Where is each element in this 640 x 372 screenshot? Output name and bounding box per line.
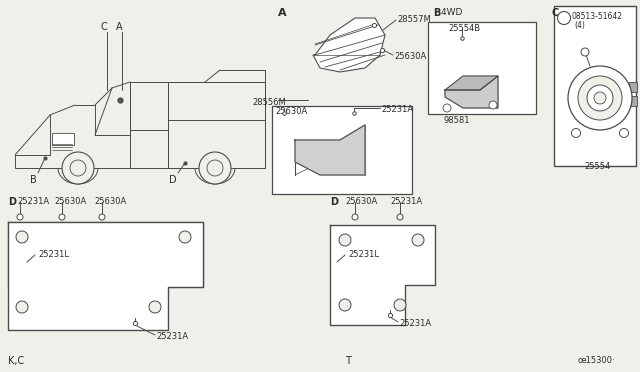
Circle shape — [412, 234, 424, 246]
Text: 25231A: 25231A — [156, 332, 188, 341]
Text: 28556M: 28556M — [252, 98, 285, 107]
Polygon shape — [445, 76, 498, 108]
Circle shape — [62, 152, 94, 184]
Polygon shape — [313, 18, 385, 72]
Circle shape — [199, 152, 231, 184]
Text: 4WD: 4WD — [441, 8, 462, 17]
Text: D: D — [8, 197, 16, 207]
Bar — [554, 6, 636, 166]
Text: S: S — [561, 13, 566, 22]
Bar — [629, 96, 637, 106]
Text: 25231L: 25231L — [348, 250, 379, 259]
Circle shape — [397, 214, 403, 220]
Circle shape — [620, 128, 628, 138]
Text: B: B — [433, 8, 440, 18]
Circle shape — [572, 128, 580, 138]
Circle shape — [352, 214, 358, 220]
Circle shape — [16, 301, 28, 313]
Circle shape — [207, 160, 223, 176]
Text: 98581: 98581 — [444, 116, 470, 125]
Circle shape — [70, 160, 86, 176]
Bar — [629, 82, 637, 92]
Text: C: C — [100, 22, 108, 32]
Circle shape — [594, 92, 606, 104]
Text: œ15300·: œ15300· — [578, 356, 616, 365]
Circle shape — [339, 299, 351, 311]
Circle shape — [578, 76, 622, 120]
Circle shape — [339, 234, 351, 246]
Circle shape — [568, 66, 632, 130]
Polygon shape — [330, 225, 435, 325]
Circle shape — [581, 48, 589, 56]
Text: C: C — [552, 8, 559, 18]
Circle shape — [149, 301, 161, 313]
Text: 25231A: 25231A — [399, 319, 431, 328]
Circle shape — [443, 104, 451, 112]
Circle shape — [99, 214, 105, 220]
Text: T: T — [345, 356, 351, 366]
Text: 25554B: 25554B — [448, 24, 480, 33]
Circle shape — [489, 101, 497, 109]
Bar — [8, 222, 203, 287]
Text: 25231L: 25231L — [38, 250, 69, 259]
Circle shape — [179, 231, 191, 243]
Polygon shape — [8, 222, 203, 330]
Circle shape — [16, 231, 28, 243]
Text: 25231A: 25231A — [17, 197, 49, 206]
Text: 25231A: 25231A — [390, 197, 422, 206]
Bar — [52, 133, 74, 145]
Circle shape — [394, 299, 406, 311]
Text: D: D — [330, 197, 338, 207]
Text: D: D — [169, 175, 177, 185]
Text: 25630A: 25630A — [394, 52, 426, 61]
Text: K,C: K,C — [8, 356, 24, 366]
Circle shape — [587, 85, 613, 111]
Text: 25630A: 25630A — [275, 107, 307, 116]
Text: 28557M: 28557M — [397, 15, 431, 24]
Text: 25630A: 25630A — [345, 197, 377, 206]
Bar — [272, 106, 412, 194]
Text: 08513-51642: 08513-51642 — [572, 12, 623, 21]
Bar — [8, 222, 203, 232]
Circle shape — [17, 214, 23, 220]
Polygon shape — [295, 125, 365, 175]
Text: 25630A: 25630A — [94, 197, 126, 206]
Text: 25554: 25554 — [584, 162, 611, 171]
Text: (4): (4) — [574, 21, 585, 30]
Bar — [428, 22, 536, 114]
Text: A: A — [116, 22, 122, 32]
Circle shape — [557, 12, 570, 25]
Text: 25630A: 25630A — [54, 197, 86, 206]
Text: A: A — [278, 8, 287, 18]
Text: 25231A: 25231A — [381, 105, 413, 114]
Text: B: B — [29, 175, 36, 185]
Polygon shape — [445, 76, 498, 90]
Circle shape — [59, 214, 65, 220]
